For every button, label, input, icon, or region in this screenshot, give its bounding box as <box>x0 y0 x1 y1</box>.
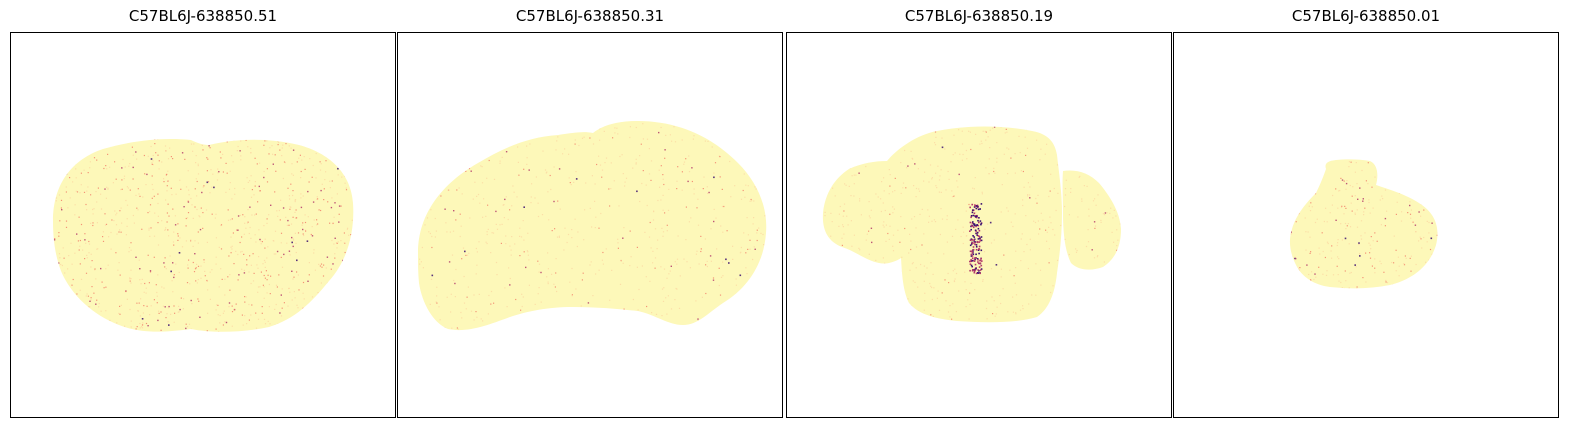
tissue-outline <box>822 126 1121 323</box>
panel-title: C57BL6J-638850.01 <box>1291 7 1441 25</box>
tissue-outline <box>53 139 354 332</box>
panel-3: C57BL6J-638850.19 <box>786 0 1172 427</box>
panel-4: C57BL6J-638850.01 <box>1173 0 1559 427</box>
panel-2: C57BL6J-638850.31 <box>397 0 783 427</box>
tissue-outline <box>1289 159 1438 289</box>
image-frame <box>1173 32 1559 418</box>
brain-section-image <box>1289 159 1438 289</box>
brain-section-image <box>418 121 767 331</box>
panel-title: C57BL6J-638850.19 <box>904 7 1054 25</box>
image-frame <box>397 32 783 418</box>
brain-section-image <box>822 126 1121 323</box>
brain-section-image <box>53 139 354 332</box>
panel-1: C57BL6J-638850.51 <box>10 0 396 427</box>
image-frame <box>10 32 396 418</box>
panel-title: C57BL6J-638850.31 <box>515 7 665 25</box>
image-frame <box>786 32 1172 418</box>
panel-title: C57BL6J-638850.51 <box>128 7 278 25</box>
tissue-outline <box>418 121 767 331</box>
